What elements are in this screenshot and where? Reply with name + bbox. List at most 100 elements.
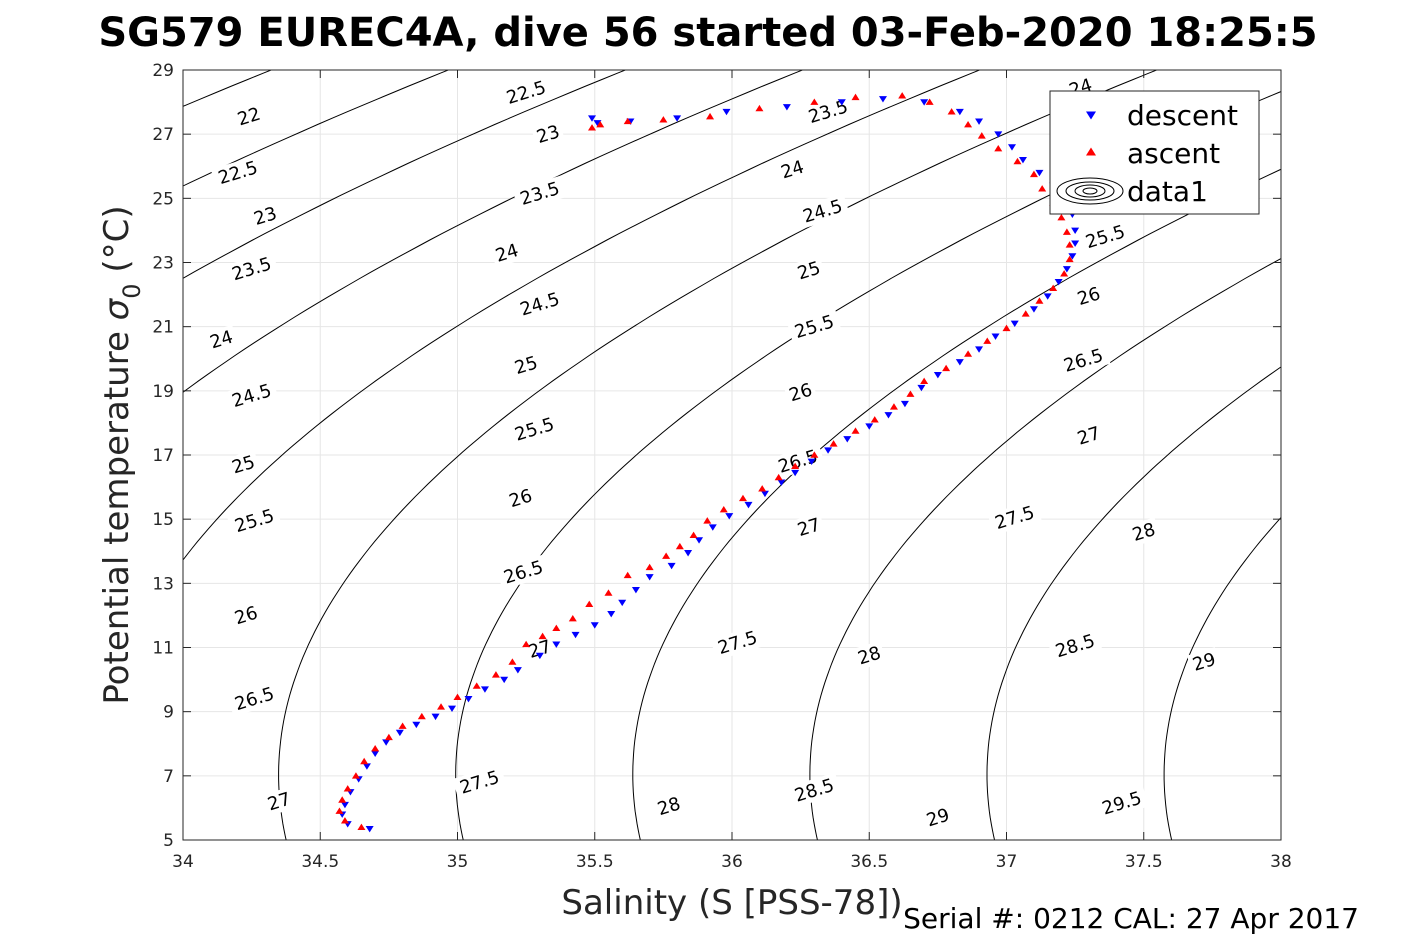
- ascent-point: [588, 124, 597, 131]
- ascent-point: [604, 589, 613, 596]
- y-tick-label: 9: [163, 703, 174, 723]
- y-tick-label: 29: [152, 61, 174, 81]
- ascent-point: [472, 682, 481, 689]
- y-tick-label: 13: [152, 574, 174, 594]
- contour-label-bg: [509, 350, 544, 380]
- ascent-point: [1013, 157, 1022, 165]
- descent-point: [593, 120, 602, 127]
- contour-label-bg: [651, 791, 686, 822]
- contour-label-bg: [512, 286, 567, 323]
- ascent-point: [568, 615, 577, 622]
- contour-label-bg: [1187, 647, 1222, 677]
- contour-label: 28: [1126, 517, 1161, 547]
- ascent-point: [360, 757, 369, 765]
- ascent-point: [994, 145, 1003, 152]
- ascent-point: [1062, 228, 1071, 235]
- y-axis-label-text: Potential temperature: [97, 331, 137, 704]
- descent-point: [1010, 320, 1019, 328]
- ascent-point: [335, 807, 344, 814]
- contour-label: 28: [651, 791, 686, 822]
- y-tick-label: 19: [152, 382, 174, 402]
- descent-point: [464, 696, 473, 703]
- descent-point: [777, 479, 786, 486]
- contour-label-bg: [262, 786, 297, 817]
- y-tick-label: 25: [152, 189, 174, 209]
- ascent-point: [1002, 324, 1011, 332]
- y-tick-label: 11: [152, 639, 174, 659]
- contour-label-bg: [987, 499, 1042, 536]
- descent-point: [513, 667, 522, 674]
- descent-point: [571, 631, 580, 639]
- ascent-point: [659, 116, 668, 123]
- descent-point: [480, 686, 489, 693]
- ascent-point: [538, 632, 547, 640]
- descent-point: [725, 513, 734, 520]
- contour-line-24-5: [183, 70, 273, 107]
- descent-point: [371, 750, 380, 757]
- contour-label-bg: [226, 449, 261, 480]
- contour-label: 26: [503, 483, 538, 514]
- descent-point: [448, 705, 457, 713]
- ascent-point: [371, 744, 380, 752]
- contour-label-bg: [204, 324, 239, 355]
- descent-point: [618, 599, 627, 607]
- ascent-point: [703, 517, 712, 524]
- legend-label-ascent: ascent: [1127, 137, 1220, 170]
- ascent-point: [738, 494, 747, 502]
- contour-label-bg: [210, 154, 266, 191]
- contour-label-bg: [1047, 628, 1103, 664]
- contour-label: 26: [783, 377, 818, 408]
- contour-line-27: [278, 70, 1159, 840]
- contour-label: 23: [248, 201, 283, 231]
- contour-label-bg: [1071, 421, 1106, 451]
- contour-line-29: [986, 366, 1281, 840]
- contour-label-bg: [852, 640, 887, 671]
- descent-point: [722, 108, 731, 116]
- contour-label: 22: [231, 101, 266, 132]
- descent-point: [1071, 227, 1080, 235]
- descent-point: [837, 99, 846, 106]
- ascent-point: [920, 377, 929, 385]
- ascent-point: [774, 473, 783, 481]
- descent-point: [395, 729, 404, 737]
- contour-label-bg: [522, 634, 557, 664]
- ascent-point: [662, 552, 671, 559]
- y-axis-label-symbol: σ: [97, 297, 137, 320]
- descent-point: [667, 562, 676, 570]
- ascent-point: [889, 403, 898, 410]
- ascent-point: [758, 485, 767, 492]
- x-tick-label: 34: [172, 852, 194, 872]
- contour-label-bg: [1126, 517, 1161, 547]
- descent-point: [843, 436, 852, 443]
- descent-point: [1043, 293, 1052, 300]
- contour-label-bg: [503, 483, 538, 514]
- descent-point: [1029, 306, 1038, 313]
- x-tick-label: 37: [996, 852, 1018, 872]
- contour-label: 25.5: [1078, 218, 1133, 255]
- contour-label-bg: [507, 411, 562, 448]
- y-tick-label: 27: [152, 125, 174, 145]
- ascent-point: [1049, 284, 1058, 291]
- y-tick-label: 21: [152, 318, 174, 338]
- ascent-point: [351, 772, 360, 779]
- ascent-point: [810, 98, 819, 105]
- ascent-point: [508, 658, 517, 665]
- descent-point: [1062, 266, 1071, 273]
- contour-label-bg: [710, 624, 765, 661]
- contour-label-bg: [229, 600, 264, 631]
- contour-label-bg: [791, 512, 826, 542]
- descent-point: [782, 104, 791, 111]
- ascent-point: [1038, 185, 1047, 192]
- contour-line-28-5: [809, 257, 1281, 840]
- x-axis-ticks: 34 34.5 35 35.5 36 36.5 37 37.5 38: [172, 70, 1292, 872]
- descent-series: [338, 96, 1080, 833]
- descent-point: [588, 115, 597, 122]
- ascent-point: [343, 785, 352, 792]
- contour-line-28: [632, 168, 1281, 840]
- chart-title: SG579 EUREC4A, dive 56 started 03-Feb-20…: [98, 10, 1317, 56]
- ascent-point: [552, 624, 561, 632]
- descent-point: [1035, 169, 1044, 177]
- descent-point: [382, 739, 391, 746]
- ascent-point: [947, 108, 956, 115]
- descent-point: [1071, 240, 1080, 247]
